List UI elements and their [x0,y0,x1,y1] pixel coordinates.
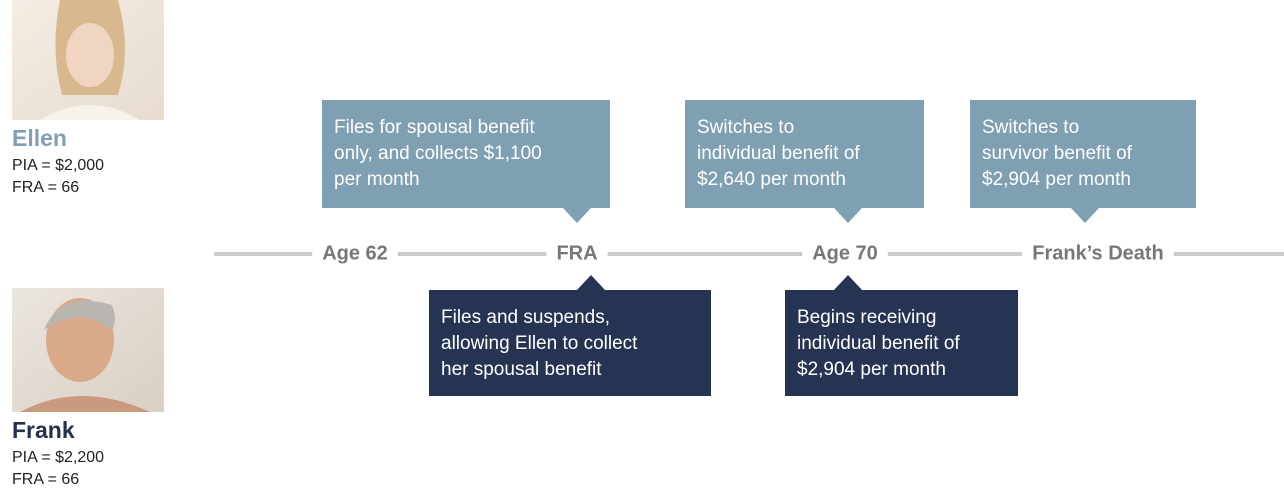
event-text: per month [334,169,420,190]
event-pointer [1071,208,1099,223]
event-text: Switches to [982,117,1079,138]
person-detail: PIA = $2,200 [12,449,104,466]
event-box: Switches to survivor benefit of $2,904 per… [970,100,1196,223]
event-text: $2,904 per month [982,169,1131,190]
event-text: survivor benefit of [982,143,1133,164]
event-text: Files for spousal benefit [334,117,535,138]
event-text: Files and suspends, [441,307,610,328]
timeline-label: Age 62 [322,242,388,264]
event-text: allowing Ellen to collect [441,333,638,354]
event-text: individual benefit of [697,143,860,164]
event-pointer [834,208,862,223]
event-text: Begins receiving [797,307,936,328]
person-name: Frank [12,417,75,443]
event-pointer [563,208,591,223]
event-text: $2,640 per month [697,169,846,190]
page: Ellen PIA = $2,000 FRA = 66 Frank PIA = $2,2… [0,0,1284,499]
event-box: Switches to individual benefit of $2,640 p… [685,100,924,223]
event-text: Switches to [697,117,794,138]
timeline-label: Age 70 [812,242,878,264]
person-detail: PIA = $2,000 [12,157,104,174]
person-name: Ellen [12,125,67,151]
frank-photo [12,288,164,412]
event-text: her spousal benefit [441,359,602,380]
event-pointer [577,275,605,290]
event-box: Files and suspends, allowing Ellen to col… [429,275,711,396]
timeline-label: Frank’s Death [1032,242,1164,264]
event-text: only, and collects $1,100 [334,143,542,164]
ellen-photo [12,0,164,120]
timeline-label: FRA [556,242,597,264]
event-text: $2,904 per month [797,359,946,380]
person-detail: FRA = 66 [12,471,79,488]
event-text: individual benefit of [797,333,960,354]
diagram: Ellen PIA = $2,000 FRA = 66 Frank PIA = $2,2… [0,0,1284,499]
event-box: Begins receiving individual benefit of $2,… [785,275,1018,396]
event-pointer [834,275,862,290]
event-box: Files for spousal benefit only, and colle… [322,100,610,223]
person-detail: FRA = 66 [12,179,79,196]
